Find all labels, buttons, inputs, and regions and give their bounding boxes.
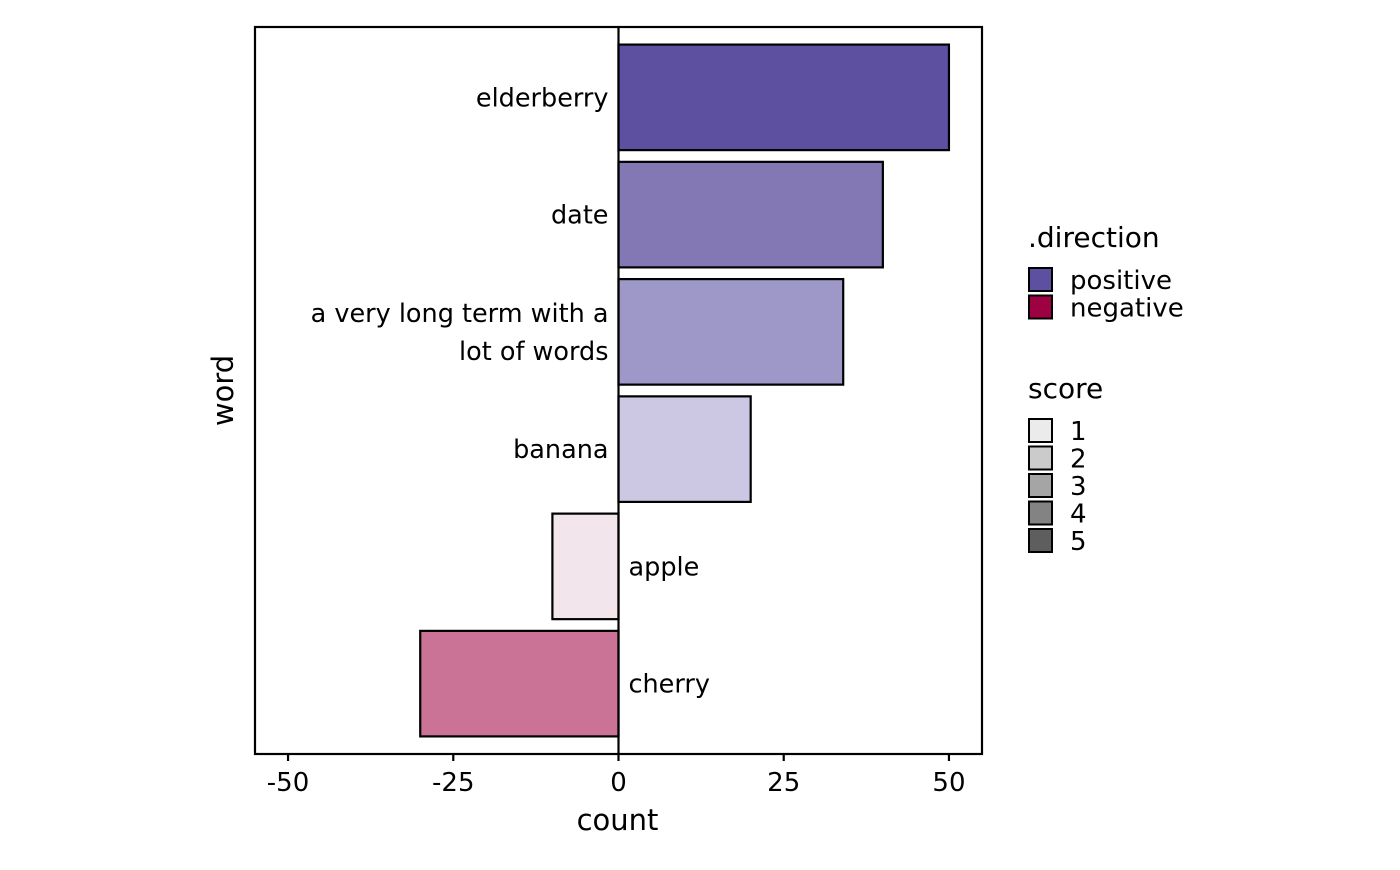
- legend-label: 4: [1070, 500, 1087, 530]
- x-axis-title: count: [577, 803, 659, 837]
- bar-cherry: [419, 629, 620, 738]
- x-tick-label: 25: [767, 768, 800, 798]
- legend-title: score: [1028, 372, 1103, 405]
- legend-key: [1028, 500, 1053, 526]
- legend-key: [1028, 418, 1053, 443]
- bar-apple: [551, 512, 620, 621]
- x-axis: -50 -25 0 25 50: [267, 754, 966, 798]
- bar-label: apple: [629, 552, 700, 582]
- legend-label: 2: [1070, 445, 1087, 475]
- bar-a-very-long-term-with-a-lot-of-words: [617, 278, 845, 386]
- legend-key: [1028, 267, 1053, 292]
- bar-labels-layer: elderberry date a very long term with a lot…: [311, 83, 710, 699]
- bar-elderberry: [617, 43, 951, 152]
- legend-key: [1028, 294, 1053, 320]
- bar-label: cherry: [629, 670, 710, 700]
- legend-key: [1028, 445, 1053, 471]
- bar-label: date: [551, 201, 609, 231]
- x-tick-label: 50: [932, 768, 965, 798]
- legend-label: positive: [1070, 266, 1172, 296]
- x-tick-label: -50: [267, 768, 309, 798]
- legend-title: .direction: [1028, 221, 1160, 254]
- legend-label: 5: [1070, 527, 1087, 557]
- legend-key: [1028, 473, 1053, 498]
- bar-banana: [617, 395, 752, 503]
- legend-key: [1028, 528, 1053, 553]
- x-tick-label: -25: [432, 768, 474, 798]
- bars-layer: [419, 43, 951, 738]
- legend-label: negative: [1070, 294, 1184, 324]
- x-tick-label: 0: [610, 768, 627, 798]
- bar-date: [617, 160, 884, 269]
- legend-label: 1: [1070, 417, 1087, 447]
- y-axis-title: word: [206, 355, 240, 426]
- legend-label: 3: [1070, 472, 1087, 502]
- bar-label: elderberry: [476, 83, 609, 113]
- bar-label: banana: [513, 435, 608, 465]
- bar-label: a very long term with a lot of words: [311, 299, 609, 367]
